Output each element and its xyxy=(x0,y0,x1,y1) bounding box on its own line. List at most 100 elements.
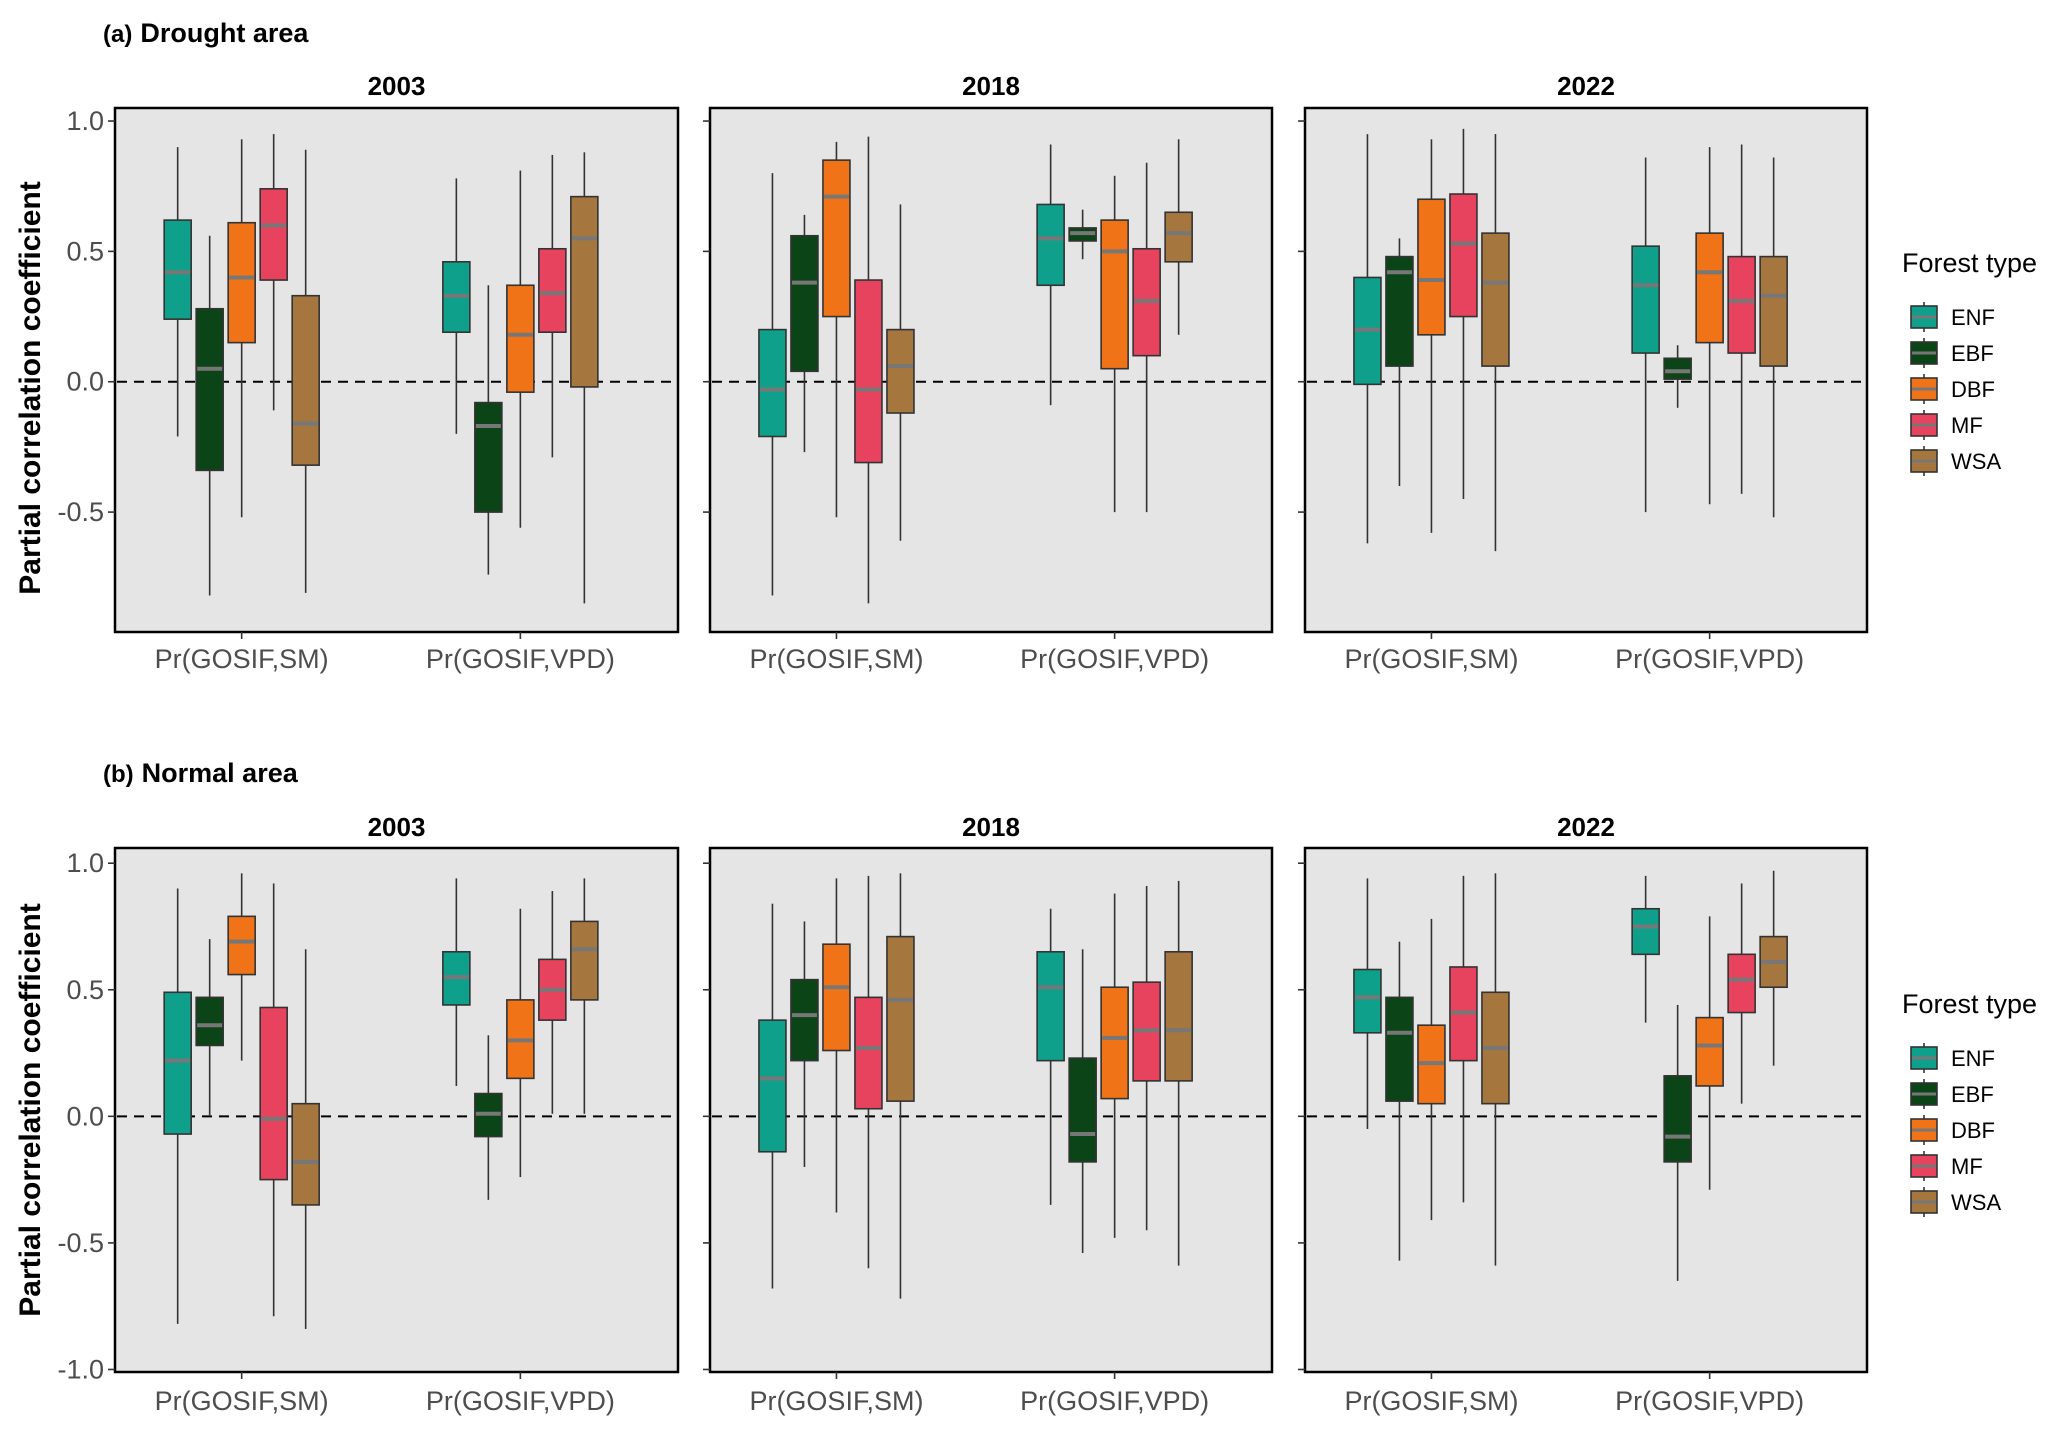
section-name: Drought area xyxy=(140,18,309,48)
facet-title: 2022 xyxy=(1557,812,1615,842)
x-category-label: Pr(GOSIF,VPD) xyxy=(1020,644,1209,674)
box-DBF xyxy=(822,141,851,518)
box-body xyxy=(195,996,224,1047)
box-DBF xyxy=(1417,139,1446,533)
legend-item-DBF: DBF xyxy=(1910,1115,1995,1145)
facet-title: 2018 xyxy=(962,71,1020,101)
facet-title: 2003 xyxy=(368,812,426,842)
panel-background xyxy=(708,846,1274,1374)
y-axis-label: Partial correlation coefficient xyxy=(14,181,47,594)
legend-label: ENF xyxy=(1951,1046,1995,1071)
panel-2003: 2003 -0.5 0.0 0.5 1.0 Pr(GOSIF,SM) Pr(GOSIF,VP… xyxy=(57,71,680,674)
box-body xyxy=(474,401,503,513)
box-MF xyxy=(1727,144,1756,494)
box-DBF xyxy=(1417,918,1446,1221)
box-MF xyxy=(538,891,567,1114)
box-EBF xyxy=(1663,1004,1692,1281)
box-body xyxy=(1663,357,1692,380)
box-MF xyxy=(1132,885,1161,1231)
box-body xyxy=(259,1006,288,1181)
x-category-label: Pr(GOSIF,VPD) xyxy=(426,1386,615,1416)
box-EBF xyxy=(474,1035,503,1200)
section-normal: (b) Normal area Partial correlation coeffi… xyxy=(14,758,1869,1416)
box-body xyxy=(854,279,883,464)
y-tick-label: 0.5 xyxy=(66,975,104,1005)
legend: Forest type ENF EBF DBF MF WSA xyxy=(1902,248,2037,476)
box-body xyxy=(1631,907,1660,956)
section-title: (a) Drought area xyxy=(103,18,309,48)
box-body xyxy=(790,234,819,373)
box-body xyxy=(1385,255,1414,367)
box-WSA xyxy=(570,152,599,604)
box-DBF xyxy=(227,873,256,1061)
box-MF xyxy=(854,875,883,1269)
box-DBF xyxy=(506,908,535,1178)
box-body xyxy=(1100,986,1129,1100)
box-body xyxy=(195,307,224,472)
box-DBF xyxy=(1695,147,1724,505)
y-tick-label: -0.5 xyxy=(57,1228,104,1258)
box-WSA xyxy=(886,873,915,1299)
x-category-label: Pr(GOSIF,SM) xyxy=(749,644,923,674)
box-DBF xyxy=(822,878,851,1213)
x-category-label: Pr(GOSIF,SM) xyxy=(749,1386,923,1416)
box-body xyxy=(259,188,288,281)
box-ENF xyxy=(442,178,471,434)
legend-item-ENF: ENF xyxy=(1910,1043,1995,1073)
box-body xyxy=(291,1102,320,1206)
legend-item-EBF: EBF xyxy=(1910,1079,1994,1109)
y-tick-label: 0.0 xyxy=(66,1101,104,1131)
legend-title: Forest type xyxy=(1902,989,2037,1019)
box-MF xyxy=(854,136,883,604)
panel-2022: 2022 Pr(GOSIF,SM) Pr(GOSIF,VPD) xyxy=(1298,71,1869,674)
box-body xyxy=(1353,968,1382,1034)
box-ENF xyxy=(1036,144,1065,406)
box-body xyxy=(506,284,535,393)
section-letter: (a) xyxy=(103,21,132,48)
legend-item-WSA: WSA xyxy=(1910,446,2001,476)
box-MF xyxy=(1449,128,1478,500)
legend-label: EBF xyxy=(1951,1082,1994,1107)
box-body xyxy=(822,159,851,318)
box-body xyxy=(1417,198,1446,336)
box-DBF xyxy=(1695,916,1724,1190)
legend-item-MF: MF xyxy=(1910,1151,1983,1181)
box-ENF xyxy=(1353,134,1382,544)
box-WSA xyxy=(1481,134,1510,552)
box-WSA xyxy=(886,204,915,541)
facet-title: 2003 xyxy=(368,71,426,101)
box-body xyxy=(227,221,256,344)
box-WSA xyxy=(291,949,320,1329)
box-DBF xyxy=(227,139,256,518)
legend-item-DBF: DBF xyxy=(1910,374,1995,404)
box-EBF xyxy=(1068,949,1097,1254)
box-body xyxy=(1385,996,1414,1102)
box-WSA xyxy=(570,878,599,1114)
box-body xyxy=(886,935,915,1102)
legend-label: WSA xyxy=(1951,449,2001,474)
box-body xyxy=(1164,211,1193,263)
box-body xyxy=(1068,1057,1097,1163)
y-tick-label: 1.0 xyxy=(66,848,104,878)
box-body xyxy=(1759,255,1788,367)
box-ENF xyxy=(1036,908,1065,1205)
box-WSA xyxy=(291,149,320,593)
sections-layer: (a) Drought area Partial correlation coeff… xyxy=(14,18,1869,1416)
box-body xyxy=(854,996,883,1110)
legend-item-MF: MF xyxy=(1910,410,1983,440)
box-MF xyxy=(259,883,288,1317)
box-MF xyxy=(538,154,567,458)
box-body xyxy=(291,294,320,466)
box-EBF xyxy=(790,921,819,1167)
box-body xyxy=(163,991,192,1135)
facet-title: 2018 xyxy=(962,812,1020,842)
box-ENF xyxy=(1631,875,1660,1023)
box-MF xyxy=(1727,883,1756,1104)
section-title: (b) Normal area xyxy=(103,758,299,788)
box-ENF xyxy=(1631,157,1660,513)
panel-2018: 2018 Pr(GOSIF,SM) Pr(GOSIF,VPD) xyxy=(703,71,1274,674)
facet-title: 2022 xyxy=(1557,71,1615,101)
box-DBF xyxy=(506,170,535,528)
box-body xyxy=(790,978,819,1062)
